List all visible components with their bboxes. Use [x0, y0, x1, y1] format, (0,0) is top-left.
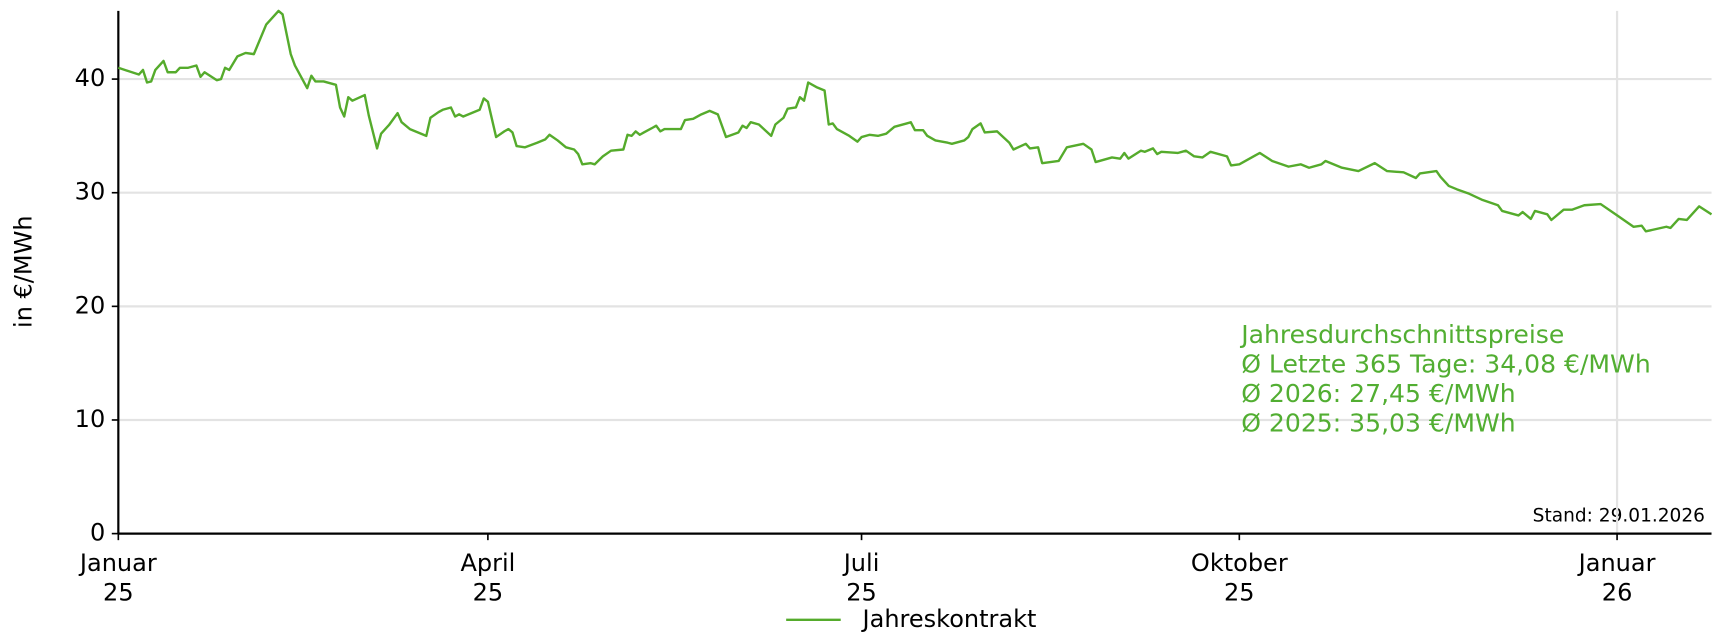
annotation-line: Ø 2025: 35,03 €/MWh: [1241, 408, 1515, 437]
x-tick-label: Januar: [78, 549, 157, 577]
x-tick-label: 25: [473, 579, 504, 607]
annotation-line: Jahresdurchschnittspreise: [1239, 320, 1564, 349]
y-tick-label: 10: [75, 405, 106, 433]
x-tick-label: Oktober: [1191, 549, 1288, 577]
legend-label: Jahreskontrakt: [861, 605, 1037, 633]
y-tick-label: 40: [75, 64, 106, 92]
annotation-line: Ø 2026: 27,45 €/MWh: [1241, 379, 1515, 408]
data-line: [117, 9, 1712, 233]
stand-note: Stand: 29.01.2026: [1533, 506, 1705, 527]
x-tick-label: 26: [1602, 579, 1633, 607]
x-tick-label: Januar: [1577, 549, 1656, 577]
x-tick-label: 25: [1224, 579, 1255, 607]
annotation-line: Ø Letzte 365 Tage: 34,08 €/MWh: [1241, 350, 1651, 379]
y-tick-label: 30: [75, 178, 106, 206]
x-tick-label: 25: [846, 579, 877, 607]
x-tick-label: 25: [103, 579, 134, 607]
x-tick-label: Juli: [842, 549, 880, 577]
y-tick-label: 0: [90, 519, 105, 547]
y-axis-label: in €/MWh: [9, 215, 37, 328]
x-tick-label: April: [460, 549, 515, 577]
y-tick-label: 20: [75, 291, 106, 319]
